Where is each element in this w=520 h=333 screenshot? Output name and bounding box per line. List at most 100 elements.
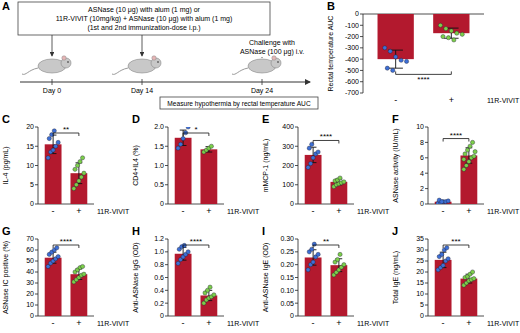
- y-tick: [425, 283, 428, 284]
- mouse-eye: [277, 61, 279, 63]
- x-axis-label: 11R-VIVIT: [487, 320, 520, 327]
- y-axis: [428, 239, 429, 316]
- y-tick-label: 0: [355, 10, 359, 17]
- y-tick-label: -300: [345, 44, 359, 51]
- y-tick: [295, 146, 298, 147]
- y-axis-label: IL-4 (pg/mL): [2, 146, 10, 184]
- timeline: [20, 82, 310, 83]
- x-tick-label: +: [206, 318, 211, 328]
- y-tick: [425, 173, 428, 174]
- y-tick-label: 8: [420, 139, 424, 146]
- x-axis-label: 11R-VIVIT: [487, 208, 520, 215]
- y-tick: [360, 59, 363, 60]
- panel-label: F: [392, 113, 399, 125]
- data-point: [470, 140, 474, 144]
- y-tick: [35, 250, 38, 251]
- chart-panel: J05101520253035Total IgE (ng/mL)-+11R-VI…: [392, 225, 520, 328]
- y-tick-label: 0: [30, 312, 34, 319]
- y-tick-label: 20: [26, 123, 34, 130]
- mouse-eye: [67, 61, 69, 63]
- y-tick-label: 30: [416, 246, 424, 253]
- x-axis-label: 11R-VIVIT: [227, 320, 260, 327]
- x-tick-label: -: [442, 318, 445, 328]
- y-tick-label: 0.10: [280, 287, 294, 294]
- mouse-ear: [272, 56, 276, 60]
- y-tick: [35, 146, 38, 147]
- data-point: [46, 156, 50, 160]
- x-axis-label: 11R-VIVIT: [357, 320, 390, 327]
- data-point: [452, 38, 456, 42]
- y-tick: [425, 188, 428, 189]
- error-line: [313, 147, 314, 162]
- data-point: [462, 157, 466, 161]
- data-point: [399, 58, 403, 62]
- y-tick-label: 25: [416, 257, 424, 264]
- panel-label: B: [327, 0, 335, 12]
- data-point: [56, 255, 60, 259]
- panel-label: H: [132, 225, 140, 237]
- y-axis-label: Anti-ASNase IgE (OD): [262, 243, 270, 313]
- dose-arrow: [52, 35, 53, 56]
- x-axis-label: 11R-VIVIT: [227, 208, 260, 215]
- x-tick-label: +: [76, 206, 81, 216]
- y-tick-label: 10: [26, 162, 34, 169]
- y-tick-label: 10: [416, 123, 424, 130]
- data-point: [179, 142, 183, 146]
- y-tick-label: 35: [416, 235, 424, 242]
- data-point: [54, 144, 58, 148]
- data-point: [51, 148, 55, 152]
- data-point: [181, 136, 185, 140]
- y-tick: [295, 290, 298, 291]
- bar: [45, 258, 62, 316]
- x-axis-label: 11R-VIVIT: [357, 208, 390, 215]
- chart-panel: C05101520IL-4 (pg/mL)-+11R-VIVIT**: [2, 113, 130, 216]
- x-tick-label: +: [336, 206, 341, 216]
- data-point: [338, 252, 342, 256]
- x-tick-label: -: [312, 318, 315, 328]
- y-tick: [35, 239, 38, 240]
- data-point: [316, 252, 320, 256]
- y-tick-label: 0.30: [280, 235, 294, 242]
- data-point: [445, 246, 449, 250]
- y-tick-label: -500: [345, 67, 359, 74]
- y-tick: [165, 239, 168, 240]
- y-tick: [35, 204, 38, 205]
- plot-area: [305, 142, 348, 204]
- y-tick: [165, 277, 168, 278]
- data-point: [77, 179, 81, 183]
- y-axis: [428, 127, 429, 204]
- data-point: [309, 161, 313, 165]
- y-tick-label: 0.4: [154, 287, 164, 294]
- data-point: [80, 264, 84, 268]
- y-tick-label: 400: [282, 123, 294, 130]
- y-tick: [295, 165, 298, 166]
- x-tick-label: -: [52, 318, 55, 328]
- y-tick-label: 0.2: [154, 300, 164, 307]
- bar: [433, 14, 469, 33]
- y-tick-label: 0.6: [154, 274, 164, 281]
- data-point: [388, 49, 392, 53]
- data-point: [56, 140, 60, 144]
- data-point: [472, 154, 476, 158]
- data-point: [73, 167, 77, 171]
- data-point: [80, 156, 84, 160]
- data-point: [446, 36, 450, 40]
- x-axis-label: 11R-VIVIT: [487, 97, 520, 104]
- y-tick-label: 5: [420, 301, 424, 308]
- data-point: [208, 285, 212, 289]
- data-point: [186, 250, 190, 254]
- y-tick-label: 20: [416, 268, 424, 275]
- day-label: Day 14: [131, 87, 153, 95]
- y-tick-label: 1.0: [154, 162, 164, 169]
- y-tick: [35, 305, 38, 306]
- data-point: [440, 200, 444, 204]
- x-tick-label: +: [336, 318, 341, 328]
- y-axis-label: Anti-ASNase IgG (OD): [132, 242, 140, 312]
- immunization-box: [18, 2, 270, 35]
- data-point: [460, 32, 464, 36]
- y-tick: [295, 239, 298, 240]
- chart-panel: I00.050.100.150.200.250.30Anti-ASNase Ig…: [262, 225, 390, 328]
- significance-bracket: [396, 71, 452, 74]
- y-tick: [425, 316, 428, 317]
- box-text: ASNase (10 μg) with alum (1 mg) or: [88, 6, 200, 14]
